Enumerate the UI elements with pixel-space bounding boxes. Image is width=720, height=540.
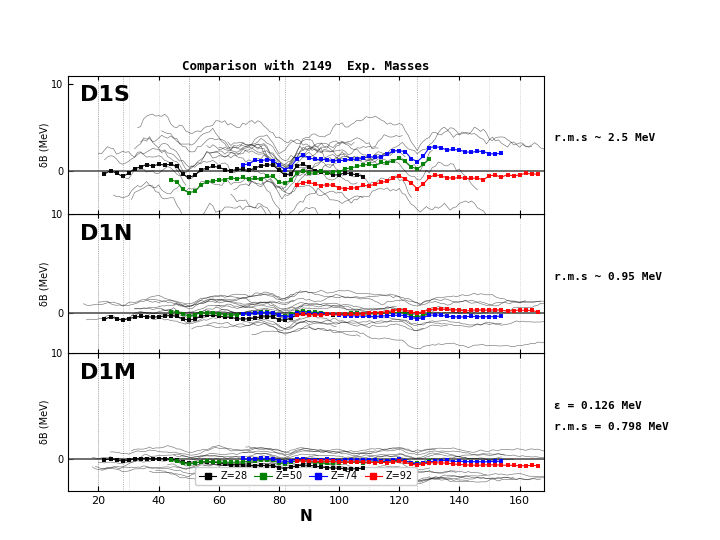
Text: D1S: D1S <box>81 85 130 105</box>
Text: DE LA RECHERCHE À L'INDUSTRIE: DE LA RECHERCHE À L'INDUSTRIE <box>4 6 109 11</box>
Text: ε = 0.126 MeV: ε = 0.126 MeV <box>554 401 642 411</box>
Text: cea: cea <box>12 22 53 44</box>
Text: r.m.s ~ 0.95 MeV: r.m.s ~ 0.95 MeV <box>554 272 662 281</box>
Y-axis label: δB (MeV): δB (MeV) <box>40 400 50 444</box>
X-axis label: N: N <box>300 509 312 524</box>
Text: r.m.s = 0.798 MeV: r.m.s = 0.798 MeV <box>554 422 669 433</box>
Text: D1N: D1N <box>81 224 132 244</box>
Text: r.m.s ~ 2.5 MeV: r.m.s ~ 2.5 MeV <box>554 133 656 143</box>
Text: D1M: D1M <box>81 362 136 382</box>
Legend: Z=28, Z=50, Z=74, Z=92: Z=28, Z=50, Z=74, Z=92 <box>195 468 417 485</box>
Title: Comparison with 2149  Exp. Masses: Comparison with 2149 Exp. Masses <box>182 60 430 73</box>
Text: HFB-Gogny Mass model: HFB-Gogny Mass model <box>288 47 490 62</box>
Text: BASIC STRUCTURE PROPERTIES (5/5): BASIC STRUCTURE PROPERTIES (5/5) <box>203 11 575 29</box>
Y-axis label: δB (MeV): δB (MeV) <box>40 261 50 306</box>
Y-axis label: δB (MeV): δB (MeV) <box>40 123 50 167</box>
